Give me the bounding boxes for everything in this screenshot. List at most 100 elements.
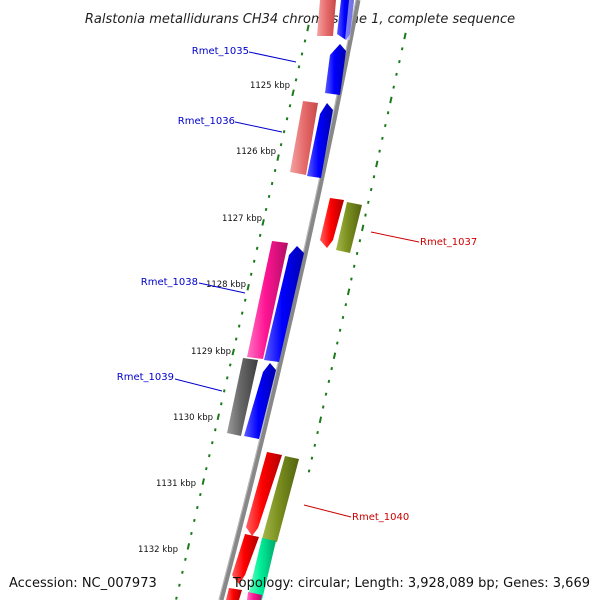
scale-tick-minor (392, 85, 395, 89)
gene-feature-blue-1038[interactable] (264, 246, 304, 362)
gene-label-Rmet_1035[interactable]: Rmet_1035 (192, 46, 249, 57)
scale-tick-minor (199, 492, 202, 497)
scale-tick-minor (267, 194, 271, 199)
gene-Rmet_1038[interactable] (247, 241, 288, 359)
scale-tick-major (346, 288, 351, 296)
scale-tick-minor (240, 311, 244, 315)
leader-Rmet_1037 (370, 231, 420, 243)
scale-tick-minor (196, 505, 199, 510)
gene-feature-magenta-edge[interactable] (247, 592, 262, 600)
scale-tick-minor (330, 366, 333, 371)
scale-tick-minor (369, 187, 373, 192)
scale-tick-minor (214, 428, 217, 432)
scale-tick-minor (321, 405, 325, 409)
map-title: Ralstonia metallidurans CH34 chromosome … (85, 12, 515, 27)
kbp-label: 1127 kbp (222, 214, 262, 224)
scale-tick-minor (294, 78, 298, 82)
scale-tick-minor (178, 583, 181, 587)
scale-tick-minor (303, 39, 307, 43)
scale-tick-minor (350, 277, 353, 281)
gene-feature-olive-1037[interactable] (336, 202, 362, 253)
scale-tick-major (403, 32, 407, 40)
gene-label-Rmet_1040[interactable]: Rmet_1040 (352, 512, 409, 523)
scale-tick-minor (237, 324, 241, 328)
scale-tick-major (186, 543, 191, 550)
scale-tick-major (332, 352, 337, 360)
kbp-labels: 1125 kbp 1126 kbp 1127 kbp 1128 kbp 1129… (138, 81, 290, 555)
scale-tick-major (231, 348, 235, 356)
gene-feature-blue-1039[interactable] (244, 363, 276, 439)
gene-feature-olive-1040[interactable] (262, 456, 299, 542)
scale-tick-minor (243, 298, 247, 302)
accession-text: Accession: NC_007973 (9, 576, 157, 591)
scale-tick-minor (252, 259, 256, 263)
gene-Rmet_1036[interactable] (307, 103, 333, 178)
topology-summary: Topology: circular; Length: 3,928,089 bp… (232, 576, 590, 591)
gene-feature-teal-bottom[interactable] (247, 538, 276, 600)
gene-features (226, 0, 362, 600)
scale-tick-minor (279, 143, 283, 147)
scale-tick-minor (355, 251, 359, 256)
scale-ticks-inner (175, 24, 310, 600)
scale-tick-major (318, 416, 323, 424)
gene-Rmet_1035[interactable] (325, 44, 346, 95)
scale-tick-minor (372, 175, 376, 179)
scale-tick-major (276, 154, 280, 161)
gene-label-Rmet_1037[interactable]: Rmet_1037 (420, 237, 477, 248)
scale-tick-minor (384, 123, 387, 128)
scale-tick-minor (367, 200, 370, 204)
scale-tick-minor (211, 441, 214, 445)
scale-tick-minor (282, 130, 286, 134)
gene-Rmet_1040[interactable] (246, 452, 282, 536)
scale-tick-major (375, 160, 379, 168)
gene-Rmet_1039[interactable] (227, 358, 258, 436)
scale-tick-minor (270, 181, 274, 186)
scale-tick-minor (285, 117, 289, 121)
scale-tick-minor (336, 341, 339, 345)
scale-tick-minor (386, 111, 390, 115)
scale-tick-minor (264, 207, 268, 212)
scale-tick-minor (228, 363, 232, 367)
gene-label-Rmet_1038[interactable]: Rmet_1038 (141, 277, 198, 288)
gene-label-Rmet_1036[interactable]: Rmet_1036 (178, 116, 235, 127)
scale-tick-minor (225, 376, 229, 380)
kbp-label: 1125 kbp (250, 81, 290, 91)
scale-tick-minor (249, 272, 253, 276)
scale-tick-minor (234, 337, 238, 341)
scale-tick-minor (381, 136, 384, 140)
scale-tick-major (361, 224, 365, 232)
kbp-label: 1131 kbp (156, 479, 196, 489)
leader-Rmet_1035 (248, 51, 297, 63)
scale-tick-minor (297, 65, 301, 69)
scale-tick-minor (222, 389, 226, 393)
scale-tick-minor (205, 467, 208, 471)
scale-tick-major (216, 413, 220, 421)
scale-tick-minor (300, 52, 304, 56)
scale-tick-major (246, 283, 250, 291)
gene-label-Rmet_1039[interactable]: Rmet_1039 (117, 372, 174, 383)
gene-feature-pink-top[interactable] (317, 0, 336, 36)
gene-Rmet_1037[interactable] (320, 198, 344, 248)
scale-tick-minor (288, 104, 292, 108)
scale-tick-minor (338, 328, 342, 332)
gene-feature-red-edge[interactable] (226, 588, 242, 600)
scale-tick-minor (184, 557, 187, 561)
scale-tick-major (389, 96, 393, 104)
scale-tick-minor (400, 47, 404, 51)
scale-tick-minor (193, 518, 196, 523)
scale-tick-minor (258, 233, 262, 237)
leader-Rmet_1039 (174, 378, 223, 392)
scale-tick-minor (358, 239, 362, 243)
scale-tick-minor (316, 430, 319, 435)
kbp-label: 1130 kbp (173, 413, 213, 423)
gene-feature-red-bottom[interactable] (232, 534, 259, 584)
scale-tick-minor (190, 531, 193, 536)
scale-tick-minor (255, 246, 259, 250)
scale-tick-minor (344, 303, 348, 307)
gene-feature-pink-1036[interactable] (290, 101, 318, 175)
scale-tick-minor (220, 402, 223, 406)
scale-tick-minor (364, 213, 367, 217)
scale-tick-major (201, 478, 205, 485)
